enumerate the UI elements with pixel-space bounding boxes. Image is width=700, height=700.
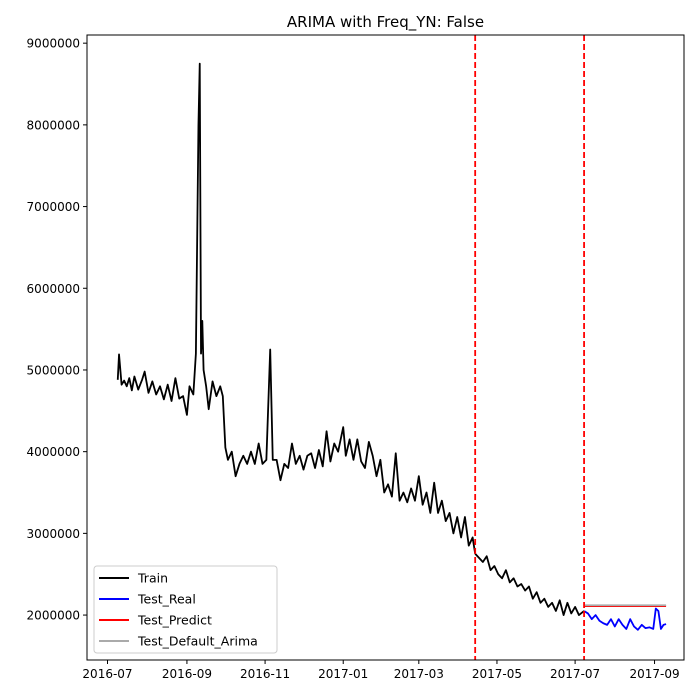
y-tick-label: 5000000 xyxy=(27,363,80,377)
x-tick-label: 2017-03 xyxy=(394,667,444,681)
x-tick-label: 2016-07 xyxy=(82,667,132,681)
series-line-train-1 xyxy=(474,553,585,616)
series-line-train-0 xyxy=(116,62,477,554)
axes-frame xyxy=(86,34,685,661)
x-tick-label: 2017-01 xyxy=(318,667,368,681)
legend-label: Test_Real xyxy=(137,592,196,607)
x-tick-label: 2017-05 xyxy=(472,667,522,681)
y-tick-label: 2000000 xyxy=(27,609,80,623)
y-tick-label: 9000000 xyxy=(27,37,80,51)
y-tick-label: 3000000 xyxy=(27,527,80,541)
x-tick-label: 2016-11 xyxy=(240,667,290,681)
x-tick-label: 2017-09 xyxy=(629,667,679,681)
legend-label: Train xyxy=(137,571,168,586)
x-tick-label: 2016-09 xyxy=(162,667,212,681)
series-line-test-real-2 xyxy=(583,607,667,631)
legend: Train Test_Real Test_Predict Test_Default_A… xyxy=(93,565,278,654)
legend-label: Test_Predict xyxy=(137,613,212,628)
chart-title: ARIMA with Freq_YN: False xyxy=(287,13,484,32)
x-tick-label: 2017-07 xyxy=(550,667,600,681)
plot-area xyxy=(116,35,667,660)
y-tick-label: 4000000 xyxy=(27,445,80,459)
legend-box xyxy=(93,565,278,654)
y-tick-label: 7000000 xyxy=(27,200,80,214)
x-axis: 2016-07 2016-09 2016-11 2017-01 2017-03 2017-… xyxy=(82,660,680,681)
y-tick-label: 8000000 xyxy=(27,118,80,132)
y-tick-label: 6000000 xyxy=(27,282,80,296)
y-axis: 2000000 3000000 4000000 5000000 6000000 70000… xyxy=(27,37,87,623)
legend-label: Test_Default_Arima xyxy=(137,634,258,649)
